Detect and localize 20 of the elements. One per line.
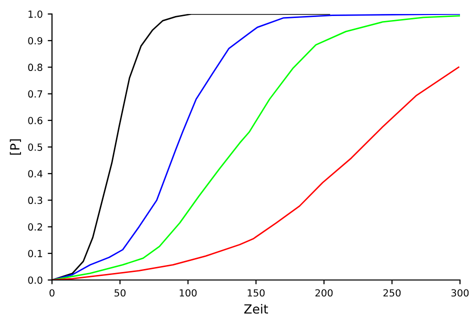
x-tick-label: 50 — [114, 289, 126, 297]
y-tick-label: 0.0 — [28, 276, 42, 284]
x-tick-label: 300 — [451, 289, 469, 297]
y-tick-label: 1.0 — [28, 10, 42, 18]
y-tick-label: 0.3 — [28, 196, 42, 204]
y-tick-label: 0.2 — [28, 223, 42, 231]
x-tick-label: 0 — [50, 289, 54, 297]
y-tick-label: 0.9 — [28, 37, 42, 44]
y-axis-title: [P] — [10, 139, 22, 155]
y-tick-label: 0.6 — [28, 116, 42, 124]
x-tick-label: 250 — [383, 289, 401, 297]
x-tick-label: 200 — [315, 289, 333, 297]
y-tick-label: 0.7 — [28, 90, 42, 98]
x-tick-label: 150 — [248, 289, 265, 297]
x-axis-title: Zeit — [244, 304, 268, 314]
x-tick-label: 100 — [180, 289, 197, 297]
y-tick-label: 0.8 — [28, 64, 42, 72]
y-tick-label: 0.5 — [28, 143, 42, 151]
y-tick-label: 0.1 — [28, 250, 42, 258]
y-tick-label: 0.4 — [28, 170, 42, 178]
